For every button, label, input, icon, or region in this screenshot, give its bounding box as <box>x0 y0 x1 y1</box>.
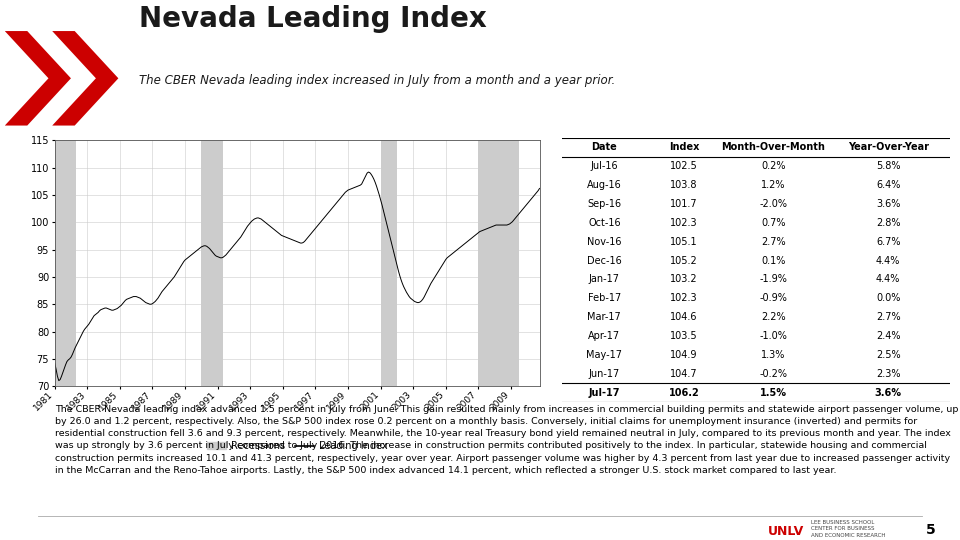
Text: 3.6%: 3.6% <box>875 388 901 398</box>
Legend: Recessions, Leading Index: Recessions, Leading Index <box>203 437 392 455</box>
Text: 104.6: 104.6 <box>670 312 698 322</box>
Text: 101.7: 101.7 <box>670 199 698 209</box>
Text: 2.2%: 2.2% <box>761 312 786 322</box>
Text: 4.4%: 4.4% <box>876 255 900 266</box>
Text: 103.8: 103.8 <box>670 180 698 190</box>
Text: Jan-17: Jan-17 <box>588 274 620 285</box>
Text: -0.2%: -0.2% <box>759 369 787 379</box>
Text: 4.4%: 4.4% <box>876 274 900 285</box>
Text: 105.2: 105.2 <box>670 255 698 266</box>
Text: 6.7%: 6.7% <box>876 237 900 247</box>
Bar <box>55 140 77 386</box>
Text: Jun-17: Jun-17 <box>588 369 620 379</box>
Text: 2.5%: 2.5% <box>876 350 900 360</box>
Text: 0.7%: 0.7% <box>761 218 785 228</box>
Text: 0.0%: 0.0% <box>876 293 900 303</box>
Text: Nevada Leading Index: Nevada Leading Index <box>139 5 487 33</box>
Text: Index: Index <box>669 142 699 152</box>
Text: May-17: May-17 <box>587 350 622 360</box>
Text: The CBER Nevada leading index advanced 1.5 percent in July from June. This gain : The CBER Nevada leading index advanced 1… <box>55 405 958 475</box>
Text: The CBER Nevada leading index increased in July from a month and a year prior.: The CBER Nevada leading index increased … <box>139 75 615 87</box>
Text: 104.7: 104.7 <box>670 369 698 379</box>
Text: 103.5: 103.5 <box>670 331 698 341</box>
Text: Year-Over-Year: Year-Over-Year <box>848 142 928 152</box>
Text: Aug-16: Aug-16 <box>587 180 622 190</box>
Text: -1.0%: -1.0% <box>759 331 787 341</box>
Text: 2.7%: 2.7% <box>761 237 786 247</box>
Text: Dec-16: Dec-16 <box>587 255 622 266</box>
Text: Jul-17: Jul-17 <box>588 388 620 398</box>
Polygon shape <box>52 31 118 126</box>
Text: 102.3: 102.3 <box>670 218 698 228</box>
Bar <box>478 140 519 386</box>
Text: 0.1%: 0.1% <box>761 255 785 266</box>
Text: -0.9%: -0.9% <box>759 293 787 303</box>
Bar <box>380 140 396 386</box>
Text: Jul-16: Jul-16 <box>590 161 618 171</box>
Text: 3.6%: 3.6% <box>876 199 900 209</box>
Text: 2.3%: 2.3% <box>876 369 900 379</box>
Text: UNLV: UNLV <box>768 525 804 538</box>
Text: LEE BUSINESS SCHOOL
CENTER FOR BUSINESS
AND ECONOMIC RESEARCH: LEE BUSINESS SCHOOL CENTER FOR BUSINESS … <box>811 520 886 538</box>
Text: -2.0%: -2.0% <box>759 199 787 209</box>
Text: 103.2: 103.2 <box>670 274 698 285</box>
Polygon shape <box>5 31 71 126</box>
Text: 104.9: 104.9 <box>670 350 698 360</box>
Text: 0.2%: 0.2% <box>761 161 785 171</box>
Text: -1.9%: -1.9% <box>759 274 787 285</box>
Text: 1.5%: 1.5% <box>760 388 787 398</box>
Text: Nov-16: Nov-16 <box>588 237 622 247</box>
Bar <box>202 140 223 386</box>
Text: 105.1: 105.1 <box>670 237 698 247</box>
Text: 106.2: 106.2 <box>669 388 700 398</box>
Text: 2.8%: 2.8% <box>876 218 900 228</box>
Text: Sep-16: Sep-16 <box>588 199 621 209</box>
Text: 6.4%: 6.4% <box>876 180 900 190</box>
Text: Apr-17: Apr-17 <box>588 331 620 341</box>
Text: 2.7%: 2.7% <box>876 312 900 322</box>
Text: 2.4%: 2.4% <box>876 331 900 341</box>
Text: Date: Date <box>591 142 617 152</box>
Text: Oct-16: Oct-16 <box>588 218 621 228</box>
Text: 5: 5 <box>926 523 936 537</box>
Text: 1.3%: 1.3% <box>761 350 785 360</box>
Text: 102.5: 102.5 <box>670 161 698 171</box>
Text: 1.2%: 1.2% <box>761 180 785 190</box>
Text: Feb-17: Feb-17 <box>588 293 621 303</box>
Text: Mar-17: Mar-17 <box>588 312 621 322</box>
Text: 5.8%: 5.8% <box>876 161 900 171</box>
Text: 102.3: 102.3 <box>670 293 698 303</box>
Text: Month-Over-Month: Month-Over-Month <box>722 142 826 152</box>
